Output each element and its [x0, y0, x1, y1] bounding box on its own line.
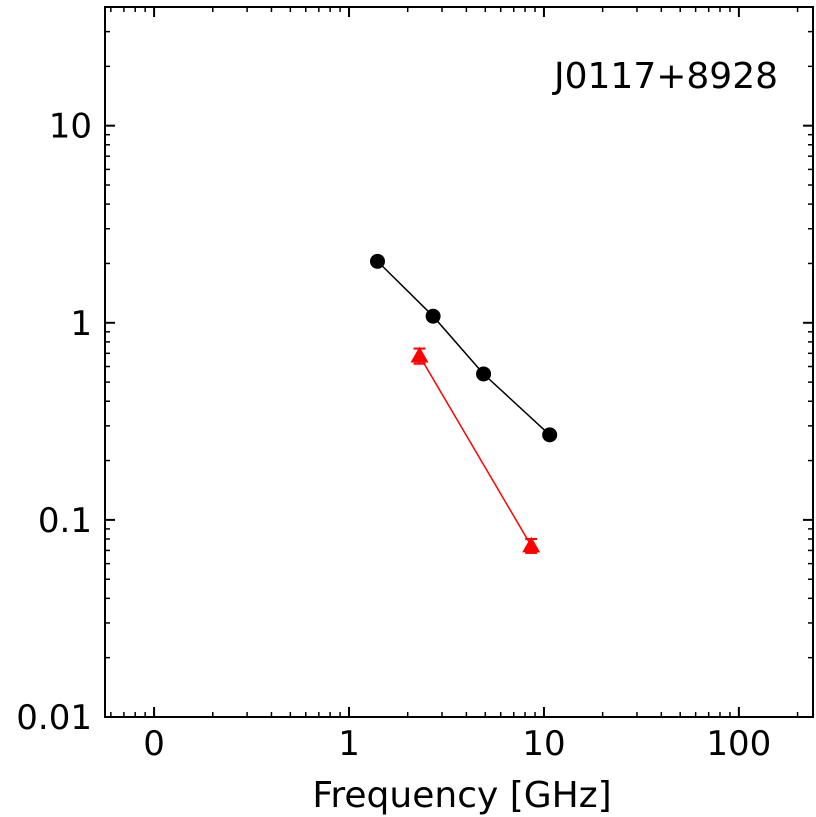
x-tick-label: 0 [143, 724, 165, 764]
y-tick-label: 0.01 [16, 698, 92, 738]
x-tick-label: 100 [706, 724, 771, 764]
x-tick-label: 1 [338, 724, 360, 764]
data-point-circle [425, 308, 441, 324]
data-point-circle [370, 253, 386, 269]
data-point-circle [476, 366, 492, 382]
ticks-layer: 0 1 10 100 0.01 0.1 1 10 [16, 7, 813, 764]
data-layer [370, 253, 558, 554]
plot-frame [104, 6, 814, 718]
y-tick-label: 1 [70, 304, 92, 344]
y-tick-label: 0.1 [38, 501, 92, 541]
source-annotation: J0117+8928 [552, 56, 778, 97]
y-tick-label: 10 [49, 107, 92, 147]
x-axis-title: Frequency [GHz] [312, 775, 611, 816]
series-line-2 [418, 355, 532, 547]
data-point-triangle [410, 346, 429, 363]
x-tick-label: 10 [522, 724, 565, 764]
series-line-1 [376, 260, 551, 436]
data-point-triangle [522, 536, 541, 553]
data-point-circle [542, 427, 558, 443]
